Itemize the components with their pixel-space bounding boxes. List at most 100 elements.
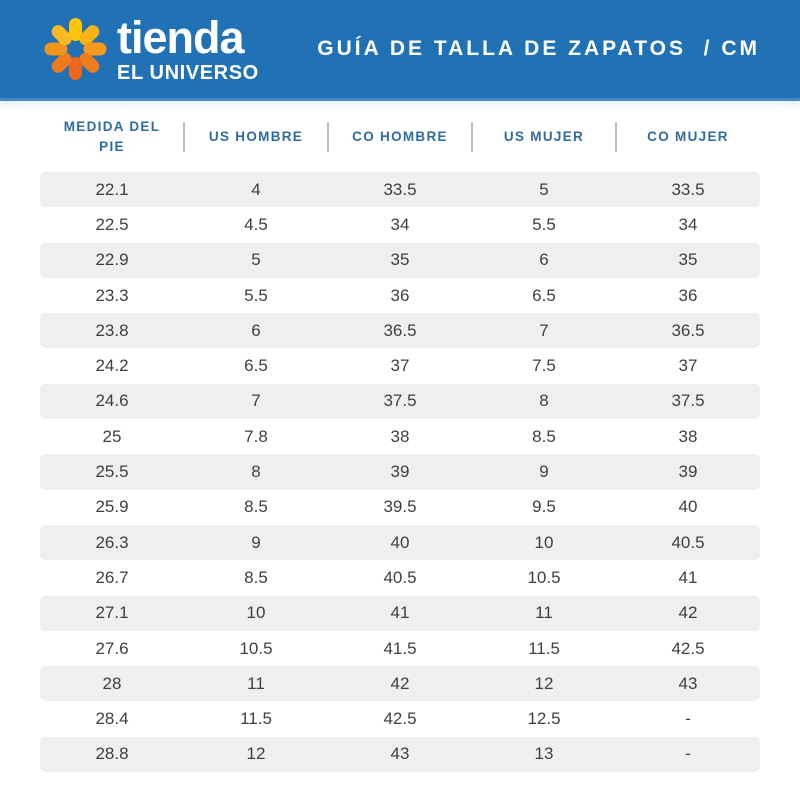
table-row: 28.8 12 43 13 - <box>40 736 760 773</box>
size-table-body: 22.1 4 33.5 5 33.5 22.5 4.5 34 5.5 34 22.9 5 35 6 35 23… <box>40 172 760 773</box>
table-cell: 22.5 <box>95 214 129 234</box>
table-cell: 11 <box>247 673 265 693</box>
table-cell: 22.1 <box>95 179 129 199</box>
table-cell: 5 <box>539 179 549 199</box>
table-cell: 34 <box>678 214 698 234</box>
table-row: 22.1 4 33.5 5 33.5 <box>40 172 760 208</box>
table-cell: 6.5 <box>244 356 268 376</box>
table-row: 27.6 10.5 41.5 11.5 42.5 <box>40 631 760 666</box>
table-row: 22.5 4.5 34 5.5 34 <box>40 207 760 242</box>
table-cell: 39.5 <box>383 497 417 517</box>
table-row: 24.2 6.5 37 7.5 37 <box>40 348 760 383</box>
table-cell: 11.5 <box>240 709 272 729</box>
table-row: 28.4 11.5 42.5 12.5 - <box>40 701 760 736</box>
table-cell: 7.5 <box>532 356 556 376</box>
table-cell: 8.5 <box>532 426 556 446</box>
table-cell: 40 <box>390 532 410 552</box>
table-cell: - <box>685 709 691 729</box>
table-cell: 35 <box>390 250 410 270</box>
table-cell: 39 <box>678 462 698 482</box>
table-row: 25.9 8.5 39.5 9.5 40 <box>40 490 760 525</box>
table-cell: 25.9 <box>95 497 129 517</box>
column-header-co-hombre: CO HOMBRE <box>328 127 472 147</box>
table-cell: 4.5 <box>244 214 268 234</box>
table-cell: 5.5 <box>244 285 268 305</box>
column-header-co-mujer: CO MUJER <box>616 127 760 147</box>
table-cell: 43 <box>678 673 698 693</box>
table-cell: 8.5 <box>244 567 268 587</box>
brand-subname: EL UNIVERSO <box>117 62 259 84</box>
table-cell: 7 <box>539 320 549 340</box>
table-cell: 9 <box>539 462 549 482</box>
table-cell: 24.6 <box>95 391 129 411</box>
table-cell: 38 <box>390 426 410 446</box>
table-cell: 28.8 <box>95 744 129 764</box>
table-cell: 10.5 <box>527 567 561 587</box>
table-cell: 34 <box>390 214 410 234</box>
table-cell: 8.5 <box>244 497 268 517</box>
table-header-row: MEDIDA DEL PIE US HOMBRE CO HOMBRE US MU… <box>40 101 760 172</box>
table-cell: 9 <box>251 532 261 552</box>
table-cell: 10.5 <box>239 638 273 658</box>
column-header-medida-del-pie: MEDIDA DEL PIE <box>63 118 161 154</box>
table-cell: 37 <box>390 356 410 376</box>
table-cell: 11 <box>535 603 553 623</box>
table-cell: 6 <box>251 320 261 340</box>
table-cell: 42 <box>678 603 698 623</box>
table-row: 23.3 5.5 36 6.5 36 <box>40 278 760 313</box>
table-cell: 8 <box>251 462 261 482</box>
table-cell: 27.6 <box>95 638 129 658</box>
table-cell: 8 <box>539 391 549 411</box>
table-row: 25 7.8 38 8.5 38 <box>40 419 760 454</box>
table-cell: 33.5 <box>383 179 417 199</box>
top-banner: tienda EL UNIVERSO GUÍA DE TALLA DE ZAPA… <box>0 0 800 101</box>
table-cell: 37.5 <box>671 391 705 411</box>
table-row: 25.5 8 39 9 39 <box>40 454 760 490</box>
table-cell: 41 <box>390 603 410 623</box>
table-cell: 23.8 <box>95 320 129 340</box>
sunburst-icon <box>44 18 106 80</box>
table-row: 23.8 6 36.5 7 36.5 <box>40 313 760 349</box>
table-cell: 25.5 <box>95 462 129 482</box>
table-cell: 36.5 <box>383 320 417 340</box>
table-cell: 23.3 <box>95 285 129 305</box>
table-cell: 7 <box>251 391 261 411</box>
brand-logo: tienda EL UNIVERSO <box>44 15 259 83</box>
table-cell: 41 <box>678 567 698 587</box>
table-cell: 24.2 <box>95 356 129 376</box>
table-cell: 6.5 <box>532 285 556 305</box>
table-cell: 12 <box>246 744 266 764</box>
table-cell: 25 <box>102 426 122 446</box>
table-cell: 42.5 <box>383 709 417 729</box>
table-cell: 36.5 <box>671 320 705 340</box>
table-cell: 5.5 <box>532 214 556 234</box>
table-row: 22.9 5 35 6 35 <box>40 242 760 278</box>
brand-name: tienda <box>117 12 245 63</box>
column-header-us-mujer: US MUJER <box>472 127 616 147</box>
table-row: 27.1 10 41 11 42 <box>40 595 760 631</box>
table-cell: 42.5 <box>671 638 705 658</box>
table-cell: 26.7 <box>95 567 129 587</box>
table-cell: 26.3 <box>95 532 129 552</box>
sunburst-petal <box>68 18 82 41</box>
table-cell: 42 <box>390 673 410 693</box>
table-cell: 40.5 <box>671 532 705 552</box>
table-cell: 10 <box>246 603 266 623</box>
table-cell: 35 <box>678 250 698 270</box>
table-cell: 40.5 <box>383 567 417 587</box>
brand-wordmark: tienda EL UNIVERSO <box>117 15 259 83</box>
table-cell: 28 <box>102 673 122 693</box>
table-cell: 36 <box>390 285 410 305</box>
table-cell: 12 <box>534 673 554 693</box>
table-row: 24.6 7 37.5 8 37.5 <box>40 383 760 420</box>
table-row: 28 11 42 12 43 <box>40 666 760 702</box>
table-cell: 33.5 <box>671 179 705 199</box>
table-cell: 10 <box>534 532 554 552</box>
table-cell: 28.4 <box>95 709 129 729</box>
table-cell: 43 <box>390 744 410 764</box>
table-cell: 12.5 <box>527 709 561 729</box>
table-cell: 37 <box>678 356 698 376</box>
table-cell: 41.5 <box>383 638 417 658</box>
table-row: 26.7 8.5 40.5 10.5 41 <box>40 560 760 595</box>
